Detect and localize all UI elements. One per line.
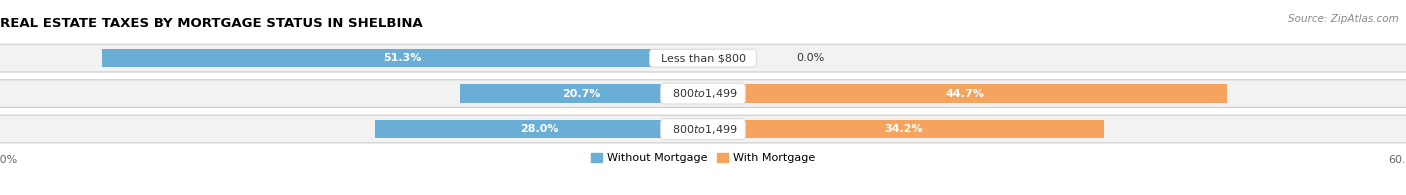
- Text: Source: ZipAtlas.com: Source: ZipAtlas.com: [1288, 14, 1399, 24]
- FancyBboxPatch shape: [0, 80, 1406, 107]
- Text: 28.0%: 28.0%: [520, 124, 558, 134]
- Text: 34.2%: 34.2%: [884, 124, 922, 134]
- Text: 44.7%: 44.7%: [945, 89, 984, 99]
- Text: 0.0%: 0.0%: [797, 53, 825, 63]
- Text: REAL ESTATE TAXES BY MORTGAGE STATUS IN SHELBINA: REAL ESTATE TAXES BY MORTGAGE STATUS IN …: [0, 17, 423, 30]
- Bar: [461, 84, 703, 103]
- Text: $800 to $1,499: $800 to $1,499: [665, 87, 741, 100]
- Bar: [703, 120, 1104, 138]
- Bar: [703, 84, 1227, 103]
- Text: 51.3%: 51.3%: [384, 53, 422, 63]
- Text: Less than $800: Less than $800: [654, 53, 752, 63]
- FancyBboxPatch shape: [0, 44, 1406, 72]
- Bar: [375, 120, 703, 138]
- FancyBboxPatch shape: [0, 115, 1406, 143]
- Text: $800 to $1,499: $800 to $1,499: [665, 122, 741, 136]
- Legend: Without Mortgage, With Mortgage: Without Mortgage, With Mortgage: [586, 148, 820, 168]
- Text: 20.7%: 20.7%: [562, 89, 600, 99]
- Bar: [103, 49, 703, 67]
